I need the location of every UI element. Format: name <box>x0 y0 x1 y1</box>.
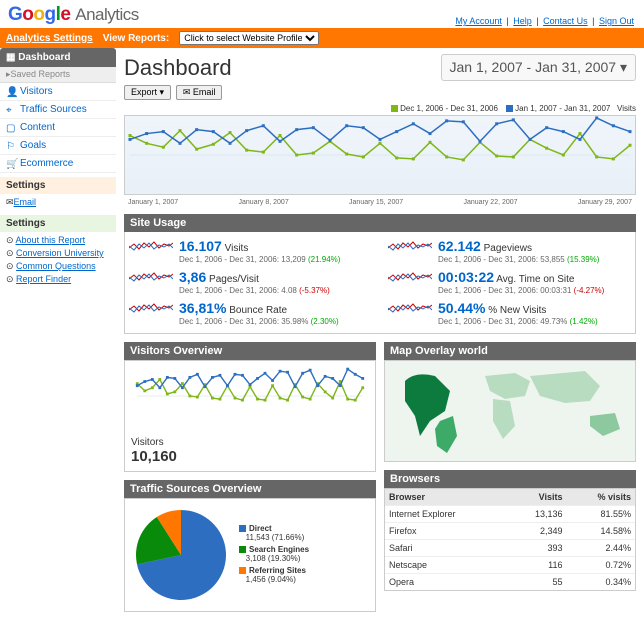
sidebar: ▦ Dashboard ▸Saved Reports 👤Visitors⌖Tra… <box>0 48 116 626</box>
metric-pageviews: 62.142 Pageviews Dec 1, 2006 - Dec 31, 2… <box>388 238 631 265</box>
sidebar-item-ecommerce[interactable]: 🛒Ecommerce <box>0 155 116 173</box>
analytics-settings-link[interactable]: Analytics Settings <box>6 33 93 44</box>
help-header: Settings <box>0 215 116 232</box>
browsers-table: BrowserVisits% visitsInternet Explorer13… <box>384 488 636 591</box>
flag-icon: ⚐ <box>6 141 16 151</box>
link-contact[interactable]: Contact Us <box>543 16 588 26</box>
cart-icon: 🛒 <box>6 159 16 169</box>
sidebar-item-content[interactable]: ▢Content <box>0 119 116 137</box>
table-row[interactable]: Safari3932.44% <box>385 540 635 557</box>
page-icon: ▢ <box>6 123 16 133</box>
link-myaccount[interactable]: My Account <box>455 16 502 26</box>
sidebar-item-traffic-sources[interactable]: ⌖Traffic Sources <box>0 101 116 119</box>
sidebar-item-visitors[interactable]: 👤Visitors <box>0 83 116 101</box>
saved-reports[interactable]: ▸Saved Reports <box>0 67 116 83</box>
table-row[interactable]: Internet Explorer13,13681.55% <box>385 506 635 523</box>
map-overlay-header: Map Overlay world <box>384 342 636 360</box>
sidebar-item-goals[interactable]: ⚐Goals <box>0 137 116 155</box>
view-reports-label: View Reports: <box>103 33 170 44</box>
metric-bounce-rate: 36,81% Bounce Rate Dec 1, 2006 - Dec 31,… <box>129 300 372 327</box>
browsers-header: Browsers <box>384 470 636 488</box>
profile-select[interactable]: Click to select Website Profile <box>179 31 319 45</box>
email-button[interactable]: ✉ Email <box>176 85 223 100</box>
funnel-icon: ⌖ <box>6 105 16 115</box>
settings-header: Settings <box>0 177 116 194</box>
google-logo: Google Analytics <box>8 4 139 26</box>
date-range-picker[interactable]: Jan 1, 2007 - Jan 31, 2007 ▾ <box>441 54 637 81</box>
site-usage-header: Site Usage <box>124 214 636 232</box>
metric-avg--time-on-site: 00:03:22 Avg. Time on Site Dec 1, 2006 -… <box>388 269 631 296</box>
visitors-count: Visitors10,160 <box>125 431 375 471</box>
metric-pages-visit: 3,86 Pages/Visit Dec 1, 2006 - Dec 31, 2… <box>129 269 372 296</box>
metric-visits: 16.107 Visits Dec 1, 2006 - Dec 31, 2006… <box>129 238 372 265</box>
table-row[interactable]: Firefox2,34914.58% <box>385 523 635 540</box>
top-links: My Account | Help | Contact Us | Sign Ou… <box>453 16 636 26</box>
link-signout[interactable]: Sign Out <box>599 16 634 26</box>
sidebar-email[interactable]: Email <box>14 197 37 207</box>
traffic-pie-chart: Direct 11,543 (71.66%)Search Engines 3,1… <box>125 499 375 611</box>
table-row[interactable]: Netscape1160.72% <box>385 557 635 574</box>
world-map <box>385 361 635 461</box>
table-row[interactable]: Opera550.34% <box>385 574 635 591</box>
help-link[interactable]: About this Report <box>16 235 86 245</box>
chart-legend: Dec 1, 2006 - Dec 31, 2006 Jan 1, 2007 -… <box>124 104 636 113</box>
nav-bar: Analytics Settings View Reports: Click t… <box>0 28 644 48</box>
visitors-overview-header: Visitors Overview <box>124 342 376 360</box>
visitors-chart <box>125 361 375 431</box>
page-title: Dashboard <box>124 55 232 81</box>
help-link[interactable]: Conversion University <box>16 248 104 258</box>
export-button[interactable]: Export ▾ <box>124 85 171 100</box>
help-link[interactable]: Report Finder <box>16 274 71 284</box>
help-link[interactable]: Common Questions <box>16 261 96 271</box>
sidebar-dashboard[interactable]: ▦ Dashboard <box>0 48 116 67</box>
people-icon: 👤 <box>6 87 16 97</box>
traffic-sources-header: Traffic Sources Overview <box>124 480 376 498</box>
link-help[interactable]: Help <box>513 16 532 26</box>
main-visits-chart <box>124 115 636 195</box>
metric---new-visits: 50.44% % New Visits Dec 1, 2006 - Dec 31… <box>388 300 631 327</box>
